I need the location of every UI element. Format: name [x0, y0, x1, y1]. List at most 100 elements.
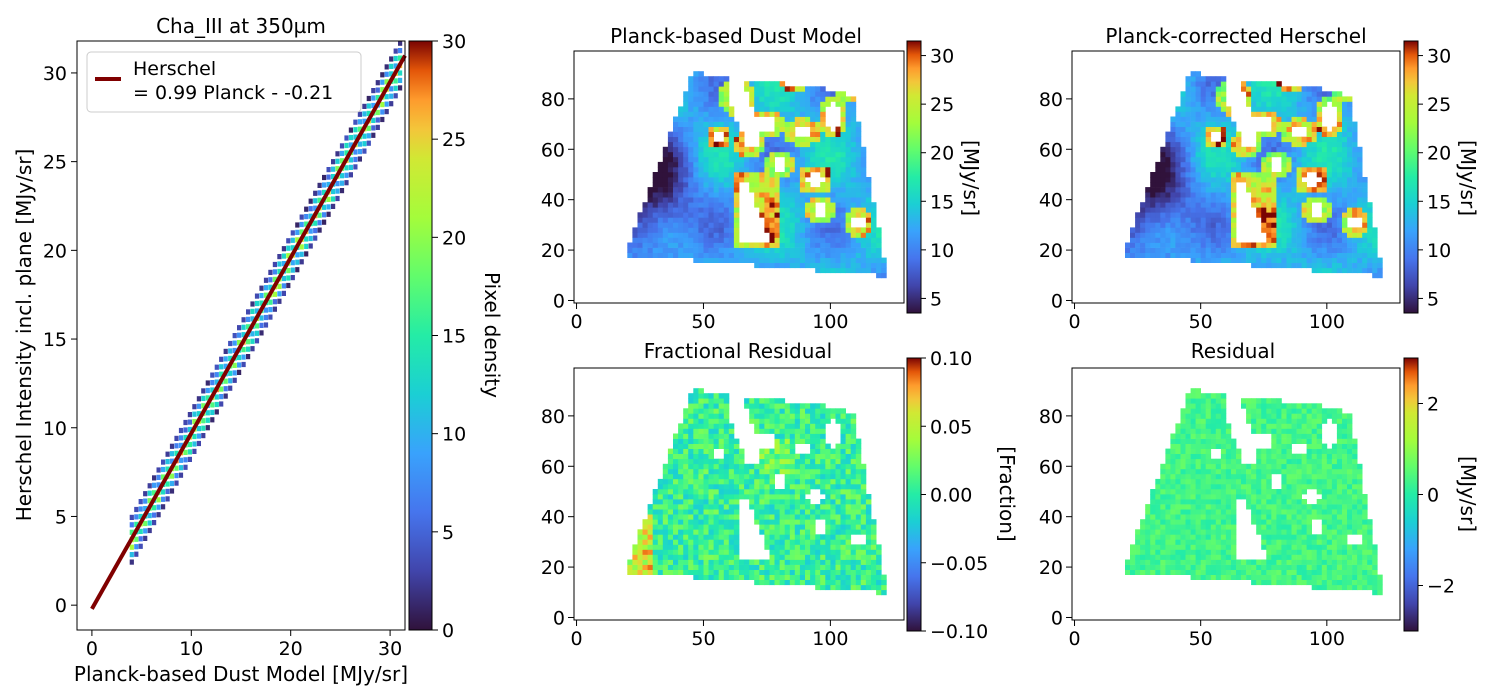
map-pixel: [810, 237, 816, 243]
map-pixel: [1215, 106, 1222, 112]
density-bin: [174, 465, 179, 471]
map-pixel: [1225, 237, 1232, 243]
map-pixel: [845, 504, 852, 510]
map-pixel: [703, 514, 709, 520]
map-pixel: [1291, 262, 1297, 269]
map-pixel: [652, 489, 659, 495]
map-pixel: [1251, 156, 1257, 163]
map-pixel: [1225, 564, 1232, 570]
density-bin: [201, 395, 206, 401]
map-pixel: [1321, 161, 1328, 168]
map-pixel: [769, 499, 775, 505]
map-pixel: [693, 161, 699, 168]
map-pixel: [1347, 131, 1353, 137]
map-pixel: [1276, 106, 1282, 112]
density-bin: [147, 513, 152, 519]
colorbar-tick-label: 10: [1427, 240, 1451, 262]
map-pixel: [754, 146, 760, 153]
map-pixel: [698, 428, 704, 434]
map-pixel: [708, 458, 714, 465]
map-pixel: [815, 222, 821, 228]
map-pixel: [1225, 197, 1232, 203]
density-bin: [161, 489, 166, 495]
map-pixel: [1185, 197, 1191, 203]
map-pixel: [683, 136, 689, 143]
map-pixel: [1256, 81, 1262, 87]
map-pixel: [1296, 111, 1302, 117]
map-pixel: [1276, 574, 1282, 580]
map-pixel: [1321, 247, 1328, 253]
map-pixel: [647, 549, 654, 555]
map-pixel: [774, 408, 780, 414]
map-pixel: [1342, 161, 1348, 168]
map-pixel: [642, 539, 648, 545]
map-pixel: [794, 463, 801, 470]
map-pixel: [1301, 207, 1307, 213]
map-pixel: [662, 559, 669, 565]
map-pixel: [1342, 182, 1348, 188]
map-pixel: [1165, 549, 1171, 555]
map-pixel: [794, 458, 801, 465]
map-pixel: [673, 116, 679, 122]
map-pixel: [1170, 569, 1176, 575]
map-pixel: [815, 579, 821, 586]
map-pixel: [1281, 574, 1287, 580]
map-pixel: [698, 393, 704, 399]
map-pixel: [673, 473, 679, 480]
map-pixel: [733, 468, 740, 475]
map-pixel: [784, 509, 791, 515]
map-pixel: [1342, 207, 1348, 213]
map-pixel: [749, 483, 755, 490]
map-pixel: [1281, 227, 1287, 233]
map-pixel: [774, 559, 780, 565]
map-pixel: [698, 237, 704, 243]
map-pixel: [1331, 227, 1338, 233]
map-pixel: [708, 529, 714, 535]
map-pixel: [779, 428, 786, 434]
density-bin: [299, 221, 304, 228]
map-pixel: [718, 534, 725, 540]
map-pixel: [683, 141, 689, 148]
map-pixel: [799, 509, 806, 515]
map-pixel: [1145, 232, 1151, 238]
map-pixel: [1180, 111, 1186, 117]
map-pixel: [723, 227, 730, 233]
map-pixel: [815, 584, 821, 591]
map-pixel: [749, 247, 755, 253]
map-pixel: [1231, 136, 1237, 143]
map-pixel: [1236, 177, 1242, 183]
map-pixel: [728, 151, 735, 158]
map-pixel: [703, 529, 709, 535]
map-pixel: [1160, 177, 1166, 183]
map-pixel: [637, 237, 643, 243]
map-pixel: [642, 554, 648, 560]
map-pixel: [1331, 166, 1338, 173]
map-pixel: [825, 529, 831, 535]
density-bin: [210, 409, 215, 415]
map-pixel: [855, 559, 862, 565]
density-bin: [169, 443, 175, 449]
map-pixel: [759, 131, 765, 137]
map-pixel: [1352, 202, 1358, 208]
density-bin: [138, 536, 143, 542]
map-pixel: [855, 126, 862, 132]
map-pixel: [835, 192, 841, 198]
map-pixel: [825, 247, 831, 253]
map-pixel: [1296, 101, 1302, 107]
map-pixel: [810, 549, 816, 555]
map-pixel: [810, 111, 816, 117]
map-pixel: [764, 559, 770, 565]
map-pixel: [855, 473, 862, 480]
map-pixel: [678, 433, 684, 439]
map-pixel: [723, 252, 730, 258]
map-pixel: [698, 101, 704, 107]
map-pixel: [764, 478, 770, 485]
map-pixel: [815, 101, 821, 107]
map-pixel: [830, 161, 836, 168]
map-pixel: [860, 212, 867, 218]
map-pixel: [1261, 151, 1267, 158]
map-pixel: [678, 504, 684, 510]
map-pixel: [723, 207, 730, 213]
density-bin: [223, 378, 228, 384]
map-pixel: [774, 554, 780, 560]
